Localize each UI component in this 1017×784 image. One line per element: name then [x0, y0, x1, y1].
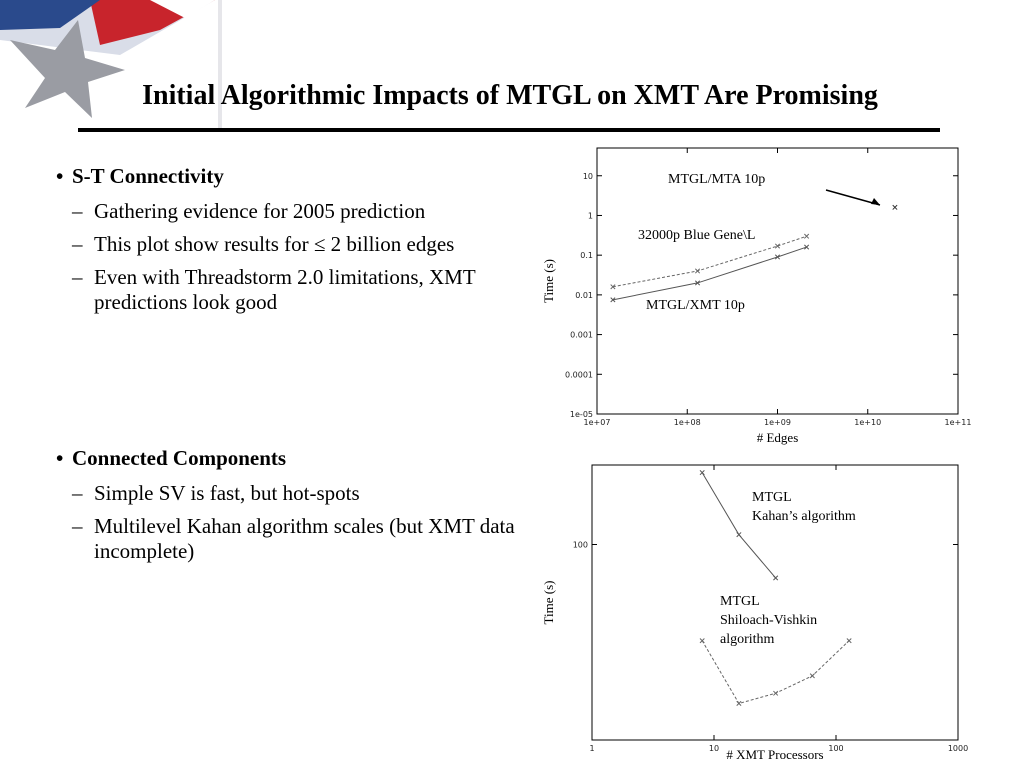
- section: Connected Components Simple SV is fast, b…: [56, 446, 528, 572]
- series-label: MTGL/MTA 10p: [668, 172, 766, 187]
- x-axis-label: # XMT Processors: [726, 747, 823, 762]
- x-axis-label: # Edges: [757, 430, 799, 445]
- y-tick-label: 0.0001: [565, 370, 593, 379]
- chart: 1 10 100 1000 100 # XMT Processors Time (s): [541, 464, 968, 762]
- bullet-item: Gathering evidence for 2005 prediction: [58, 199, 528, 224]
- point-marker: [773, 575, 779, 581]
- plot-frame: [591, 464, 959, 741]
- x-tick-label: 1e+11: [945, 418, 972, 427]
- x-tick-label: 1e+09: [764, 418, 791, 427]
- series-line: [701, 640, 850, 705]
- x-tick-label: 1000: [948, 744, 968, 753]
- x-tick-label: 1e+08: [674, 418, 701, 427]
- y-tick-label: 0.001: [570, 331, 593, 340]
- title-rule: [78, 128, 940, 132]
- point-marker: [774, 254, 781, 260]
- annotation-arrow: [825, 189, 881, 206]
- bullet-heading: Connected Components: [56, 446, 528, 471]
- x-tick-label: 1e+10: [854, 418, 881, 427]
- bullet-item: Simple SV is fast, but hot-spots: [58, 481, 528, 506]
- y-axis-label: Time (s): [541, 581, 556, 625]
- bullet-item: Even with Threadstorm 2.0 limitations, X…: [58, 265, 528, 315]
- arrow-head: [871, 198, 880, 205]
- y-tick-label: 1e-05: [570, 410, 593, 419]
- y-tick-label: 100: [573, 540, 588, 549]
- series-label: 32000p Blue Gene\L: [638, 228, 756, 243]
- logo: [0, 0, 222, 130]
- point-marker: [694, 268, 701, 274]
- point-marker: [694, 280, 701, 286]
- y-tick-label: 0.01: [575, 291, 593, 300]
- series-label: MTGL/XMT 10p: [646, 298, 745, 313]
- x-tick-label: 10: [709, 744, 719, 753]
- y-tick-label: 0.1: [580, 251, 593, 260]
- x-tick-label: 1: [589, 744, 594, 753]
- y-tick-label: 10: [583, 172, 593, 181]
- plot-frame: [596, 147, 959, 415]
- section: S-T Connectivity Gathering evidence for 2…: [56, 164, 528, 323]
- slide-title: Initial Algorithmic Impacts of MTGL on X…: [142, 80, 878, 111]
- point-marker: [804, 244, 810, 250]
- point-marker: [774, 243, 781, 249]
- point-marker: [736, 532, 742, 538]
- point-marker: [699, 470, 705, 476]
- series-label: MTGL Shiloach-Vishkin algorithm: [720, 594, 818, 647]
- point-marker: [809, 673, 815, 679]
- point-marker: [892, 204, 898, 210]
- x-tick-label: 100: [828, 744, 843, 753]
- point-marker: [610, 297, 616, 303]
- point-marker: [736, 700, 742, 707]
- x-tick-label: 1e+07: [584, 418, 611, 427]
- bullet-item: This plot show results for ≤ 2 billion e…: [58, 232, 528, 257]
- bullet-heading: S-T Connectivity: [56, 164, 528, 189]
- point-marker: [804, 233, 810, 239]
- point-marker: [610, 284, 616, 290]
- point-marker: [699, 638, 705, 644]
- bullet-item: Multilevel Kahan algorithm scales (but X…: [58, 514, 528, 564]
- y-tick-label: 1: [588, 211, 593, 220]
- point-marker: [773, 690, 779, 696]
- chart: 1e+07 1e+08 1e+09 1e+10 1e+11 1e-05 0.0001 0.00…: [541, 147, 972, 445]
- y-axis-label: Time (s): [541, 259, 556, 303]
- point-marker: [846, 638, 852, 644]
- series-line: [612, 246, 807, 301]
- series-label: MTGL Kahan’s algorithm: [752, 490, 856, 524]
- series-line: [612, 235, 807, 288]
